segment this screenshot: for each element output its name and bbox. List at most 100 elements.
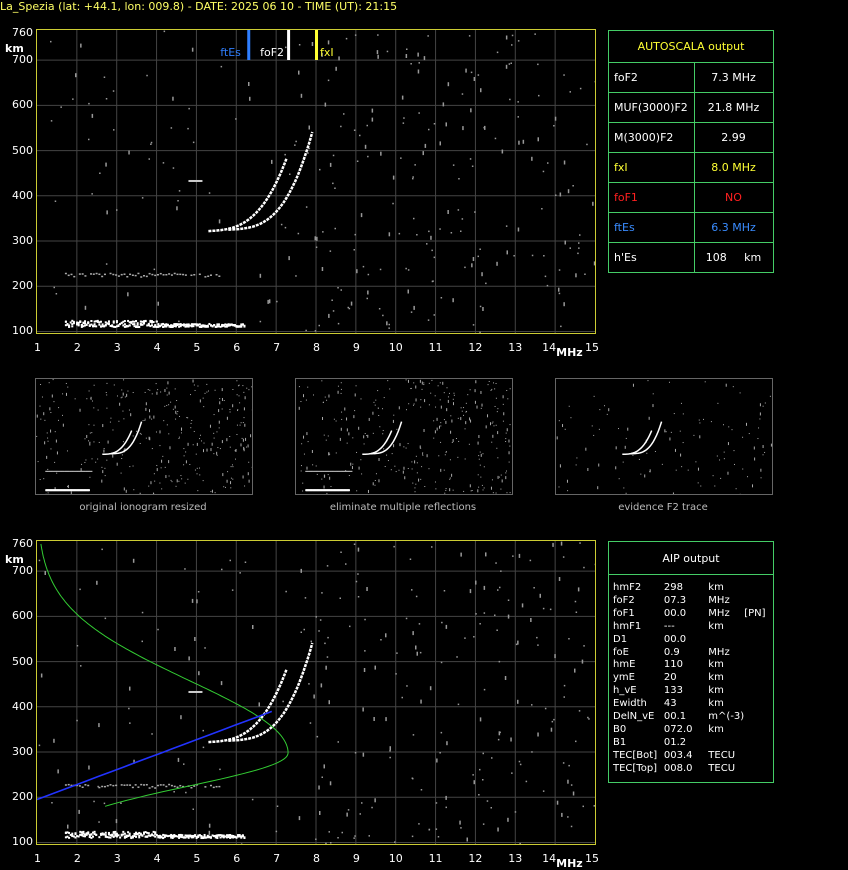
x-tick-label: 1 bbox=[34, 852, 41, 865]
autoscala-value: 7.3 MHz bbox=[694, 71, 773, 84]
aip-cell: 0.9 bbox=[664, 647, 708, 660]
aip-cell: 00.0 bbox=[664, 608, 708, 621]
aip-cell: 00.0 bbox=[664, 634, 708, 647]
aip-cell: --- bbox=[664, 621, 708, 634]
y-tick-label: 100 bbox=[3, 835, 33, 848]
x-tick-label: 3 bbox=[114, 341, 121, 354]
aip-cell: foF2 bbox=[613, 595, 664, 608]
marker-ftes bbox=[247, 30, 250, 60]
y-tick-label: 760 bbox=[3, 537, 33, 550]
aip-cell bbox=[744, 698, 773, 711]
y-tick-label: 500 bbox=[3, 655, 33, 668]
x-tick-label: 3 bbox=[114, 852, 121, 865]
aip-cell: 110 bbox=[664, 659, 708, 672]
aip-cell: 133 bbox=[664, 685, 708, 698]
x-tick-label: 8 bbox=[313, 341, 320, 354]
aip-cell bbox=[708, 634, 744, 647]
y-unit-label: km bbox=[5, 42, 24, 55]
aip-cell: hmF1 bbox=[613, 621, 664, 634]
y-tick-label: 400 bbox=[3, 700, 33, 713]
aip-cell: 07.3 bbox=[664, 595, 708, 608]
x-tick-label: 6 bbox=[233, 852, 240, 865]
aip-cell: foF1 bbox=[613, 608, 664, 621]
y-tick-label: 760 bbox=[3, 26, 33, 39]
autoscala-value: NO bbox=[694, 191, 773, 204]
aip-cell: TEC[Top] bbox=[613, 763, 664, 776]
aip-cell: TECU bbox=[708, 750, 744, 763]
thumbnail-f2-trace-image bbox=[556, 379, 772, 494]
x-unit-label: MHz bbox=[556, 346, 583, 359]
y-tick-label: 500 bbox=[3, 144, 33, 157]
y-tick-label: 300 bbox=[3, 234, 33, 247]
marker-label-fxi: fxI bbox=[320, 46, 334, 59]
thumbnail-caption: original ionogram resized bbox=[33, 502, 253, 513]
aip-cell: B1 bbox=[613, 737, 664, 750]
aip-cell: ymE bbox=[613, 672, 664, 685]
autoscala-value: 2.99 bbox=[694, 131, 773, 144]
x-tick-label: 12 bbox=[468, 341, 482, 354]
aip-cell: km bbox=[708, 621, 744, 634]
x-tick-label: 12 bbox=[468, 852, 482, 865]
x-tick-label: 9 bbox=[353, 341, 360, 354]
x-tick-label: 8 bbox=[313, 852, 320, 865]
aip-cell: km bbox=[708, 698, 744, 711]
autoscala-key: ftEs bbox=[614, 221, 635, 234]
x-tick-label: 2 bbox=[74, 852, 81, 865]
aip-cell: TECU bbox=[708, 763, 744, 776]
x-tick-label: 11 bbox=[429, 341, 443, 354]
aip-cell bbox=[744, 685, 773, 698]
x-tick-label: 1 bbox=[34, 341, 41, 354]
aip-cell: 298 bbox=[664, 582, 708, 595]
aip-cell bbox=[744, 647, 773, 660]
aip-row: hmF1---km bbox=[613, 621, 773, 634]
aip-cell: 008.0 bbox=[664, 763, 708, 776]
thumbnail-original-image bbox=[36, 379, 252, 494]
aip-cell: 003.4 bbox=[664, 750, 708, 763]
x-tick-label: 13 bbox=[508, 852, 522, 865]
thumbnail-caption: eliminate multiple reflections bbox=[293, 502, 513, 513]
aip-cell bbox=[744, 659, 773, 672]
x-tick-label: 9 bbox=[353, 852, 360, 865]
aip-cell: B0 bbox=[613, 724, 664, 737]
ionogram-header: La_Spezia (lat: +44.1, lon: 009.8) - DAT… bbox=[0, 0, 848, 13]
aip-cell: D1 bbox=[613, 634, 664, 647]
aip-cell bbox=[744, 595, 773, 608]
aip-cell: 20 bbox=[664, 672, 708, 685]
thumbnail-no-multiple bbox=[295, 378, 513, 495]
aip-title: AIP output bbox=[609, 552, 773, 565]
aip-cell: h_vE bbox=[613, 685, 664, 698]
x-tick-label: 10 bbox=[389, 341, 403, 354]
x-tick-label: 15 bbox=[585, 852, 599, 865]
y-unit-label: km bbox=[5, 553, 24, 566]
x-tick-label: 13 bbox=[508, 341, 522, 354]
aip-cell: [PN] bbox=[744, 608, 773, 621]
aip-cell: MHz bbox=[708, 595, 744, 608]
aip-cell: m^(-3) bbox=[708, 711, 744, 724]
y-tick-label: 700 bbox=[3, 53, 33, 66]
y-tick-label: 400 bbox=[3, 189, 33, 202]
thumbnail-caption: evidence F2 trace bbox=[553, 502, 773, 513]
aip-cell: 072.0 bbox=[664, 724, 708, 737]
x-tick-label: 5 bbox=[193, 341, 200, 354]
x-tick-label: 14 bbox=[542, 341, 556, 354]
bottom-ionogram-svg bbox=[37, 541, 595, 844]
x-tick-label: 7 bbox=[273, 852, 280, 865]
x-unit-label: MHz bbox=[556, 857, 583, 870]
aip-cell bbox=[744, 621, 773, 634]
